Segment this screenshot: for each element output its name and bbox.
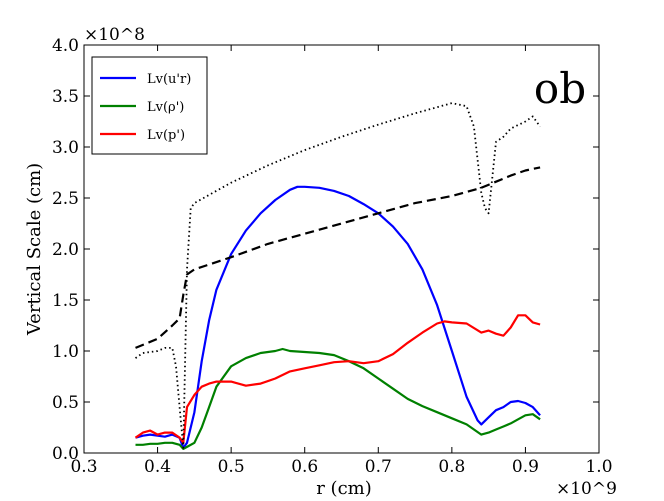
y-tick-label: 0.0 — [52, 444, 79, 464]
legend-label-lv-p: Lv(p') — [147, 128, 185, 143]
y-tick-label: 3.0 — [52, 138, 79, 158]
series-line-lv-p — [134, 314, 541, 444]
series-line-dotted-reference — [134, 102, 541, 449]
y-axis-label: Vertical Scale (cm) — [24, 163, 45, 336]
x-axis-label: r (cm) — [316, 478, 372, 499]
series-layer — [134, 102, 541, 450]
y-tick-label: 4.0 — [52, 36, 79, 56]
series-line-dashed-reference — [135, 166, 541, 349]
ticks-layer: 0.3 0.4 0.5 0.6 0.7 0.8 0.9 1.0 0.0 0.5 1.0 1.5 2.0 2… — [52, 36, 613, 477]
y-axis-multiplier: ×10^8 — [84, 25, 145, 45]
x-tick-label: 0.6 — [291, 457, 318, 477]
legend-label-lv-u-r: Lv(u'r) — [147, 72, 191, 87]
x-axis-multiplier: ×10^9 — [556, 479, 617, 499]
y-tick-label: 1.0 — [52, 342, 79, 362]
x-tick-label: 1.0 — [585, 457, 612, 477]
legend: Lv(u'r) Lv(ρ') Lv(p') — [91, 56, 208, 155]
series-line-lv — [135, 347, 541, 450]
x-tick-label: 0.7 — [365, 457, 392, 477]
y-tick-label: 2.0 — [52, 240, 79, 260]
y-tick-label: 2.5 — [52, 189, 79, 209]
x-tick-label: 0.4 — [144, 457, 171, 477]
y-tick-label: 1.5 — [52, 291, 79, 311]
x-tick-label: 0.8 — [438, 457, 465, 477]
x-tick-label: 0.5 — [218, 457, 245, 477]
x-tick-label: 0.3 — [70, 457, 97, 477]
y-tick-label: 3.5 — [52, 87, 79, 107]
panel-label: ob — [534, 64, 586, 113]
legend-label-lv: Lv(ρ') — [147, 100, 184, 115]
y-tick-label: 0.5 — [52, 393, 79, 413]
series-line-lv-u-r — [135, 185, 541, 449]
x-tick-label: 0.9 — [512, 457, 539, 477]
